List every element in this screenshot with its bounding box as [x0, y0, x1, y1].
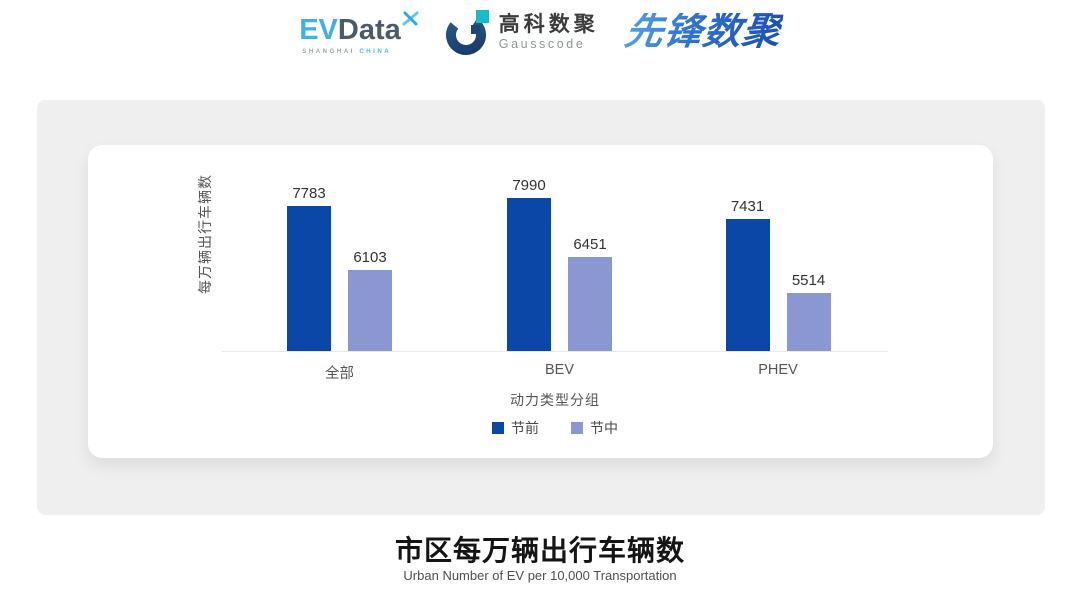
evdata-shanghai-text: SHANGHAI	[302, 48, 356, 55]
bar-wrap: 6103	[348, 250, 392, 351]
bar-group: 7783 6103	[287, 180, 392, 351]
evdata-logo: EV Data SHANGHAI CHINA	[299, 10, 419, 55]
bar-value-label: 5514	[791, 272, 826, 289]
chart-subtitle: Urban Number of EV per 10,000 Transporta…	[403, 568, 677, 583]
plot-area: 7783 6103 全部 7990 6451 BEV 7431 5514 PHEV	[222, 178, 888, 382]
legend-item: 节前	[492, 418, 539, 438]
bar	[507, 198, 551, 351]
category-label: 全部	[325, 366, 354, 382]
evdata-wordmark: EV Data	[299, 10, 419, 45]
evdata-x-icon	[402, 11, 419, 25]
bar	[725, 219, 770, 351]
bar-wrap: 7431	[725, 198, 770, 351]
category-label: PHEV	[758, 362, 798, 378]
legend-swatch-icon	[571, 422, 583, 434]
y-axis-label: 每万辆出行车辆数	[197, 174, 213, 294]
bar-group: 7990 6451	[507, 178, 612, 351]
chart-panel: 每万辆出行车辆数 7783 6103 全部 7990 6451 BEV 7431 5514 PH…	[37, 100, 1045, 515]
legend-item: 节中	[571, 418, 618, 438]
bar-value-label: 7783	[292, 185, 326, 202]
bar	[287, 206, 331, 351]
legend-swatch-icon	[492, 422, 504, 434]
evdata-data-text: Data	[337, 13, 401, 46]
legend-label: 节中	[590, 420, 618, 436]
gausscode-icon	[445, 10, 489, 55]
evdata-ev-text: EV	[299, 13, 338, 46]
bar-wrap: 7990	[507, 178, 551, 351]
x-axis-label: 动力类型分组	[510, 392, 600, 408]
bar-wrap: 7783	[287, 186, 331, 351]
category-label: BEV	[544, 362, 574, 378]
gausscode-cn-text: 高科数聚	[498, 12, 599, 36]
bar-wrap: 5514	[786, 272, 831, 351]
xianfeng-logo: 先锋数聚	[621, 11, 784, 53]
bar-value-label: 6451	[573, 236, 607, 253]
x-axis-line	[222, 351, 888, 352]
legend-label: 节前	[511, 420, 539, 436]
gausscode-logo: 高科数聚 Gausscode	[445, 8, 599, 56]
gausscode-en-text: Gausscode	[498, 37, 586, 52]
evdata-subtext: SHANGHAI CHINA	[299, 49, 419, 55]
bar	[568, 257, 612, 351]
bar-value-label: 7990	[512, 177, 546, 194]
chart-card: 每万辆出行车辆数 7783 6103 全部 7990 6451 BEV 7431 5514 PH…	[88, 145, 993, 458]
bar-value-label: 6103	[353, 249, 387, 266]
gausscode-text: 高科数聚 Gausscode	[499, 13, 599, 51]
bar	[348, 270, 392, 351]
header-logos: EV Data SHANGHAI CHINA	[0, 0, 1080, 64]
chart-title: 市区每万辆出行车辆数	[394, 535, 685, 566]
legend: 节前 节中	[222, 418, 888, 438]
bar-group: 7431 5514	[725, 180, 831, 351]
bar-wrap: 6451	[568, 237, 612, 351]
bar-value-label: 7431	[730, 198, 765, 215]
bar	[786, 293, 831, 351]
evdata-china-text: CHINA	[359, 48, 392, 55]
